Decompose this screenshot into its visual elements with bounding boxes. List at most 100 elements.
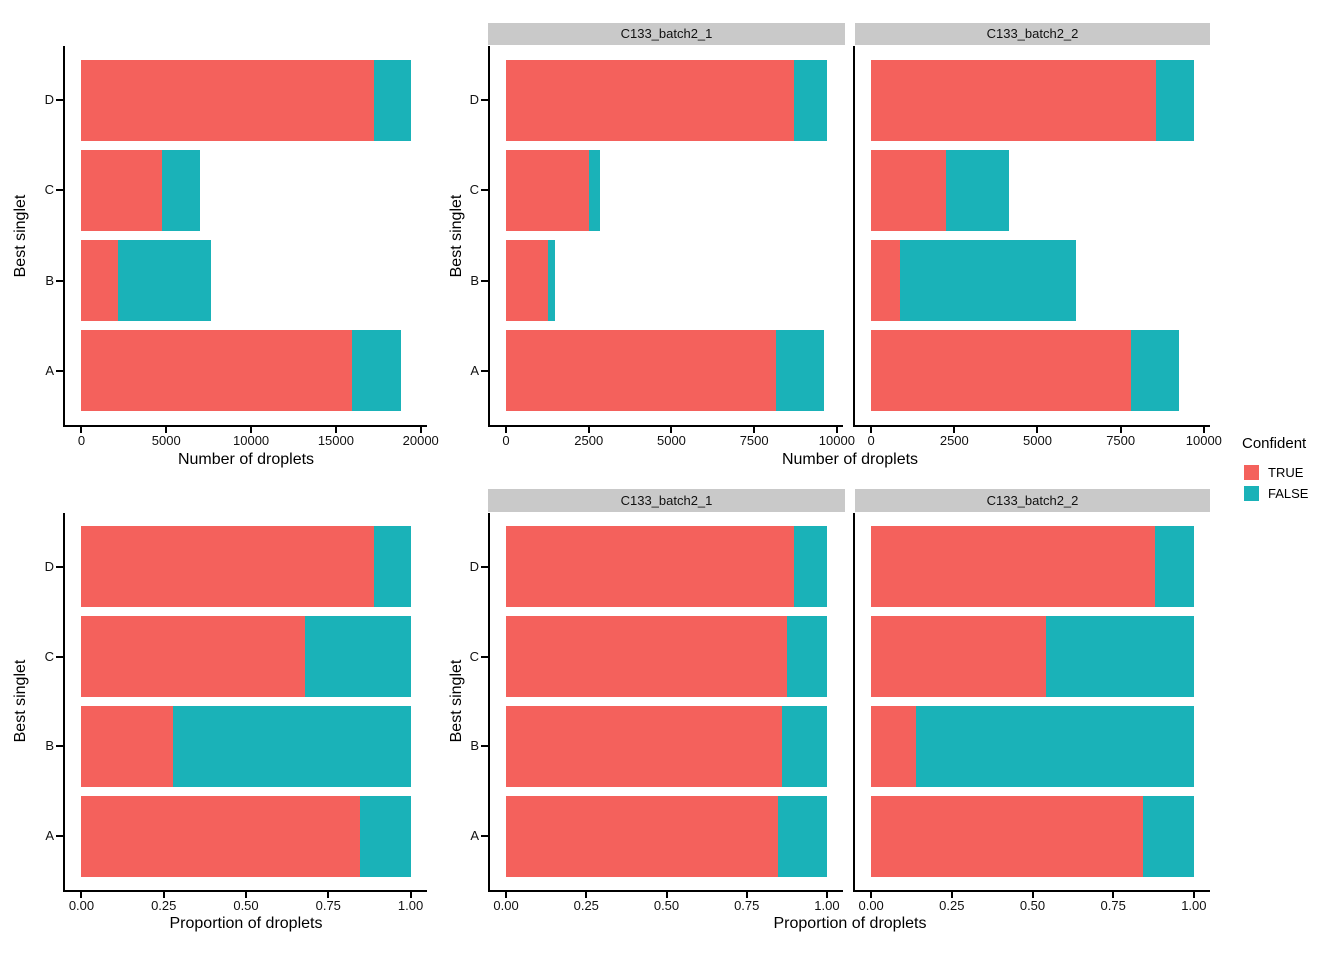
x-tick-mark [825, 892, 828, 898]
x-tick-mark [80, 427, 83, 433]
y-tick-label: A [45, 828, 54, 844]
y-axis-line [853, 46, 855, 427]
x-axis-title-bottom-left: Proportion of droplets [169, 915, 323, 932]
bar-segment-true-d [871, 59, 1156, 141]
x-axis-title-bottom-facet: Proportion of droplets [773, 915, 927, 932]
legend-title: Confident [1242, 435, 1307, 452]
x-tick-mark [505, 427, 508, 433]
x-axis-title-top-facet: Number of droplets [781, 451, 919, 468]
bar-segment-true-b [871, 240, 900, 322]
bar-segment-false-a [775, 330, 824, 412]
bar-segment-true-b [506, 705, 783, 787]
x-tick-label: 1.00 [814, 898, 840, 913]
x-tick-mark [165, 427, 168, 433]
y-axis-title-bottom-left: Best singlet [12, 659, 29, 743]
x-tick-label: 5000 [151, 433, 181, 448]
y-tick-mark [56, 835, 63, 838]
x-tick-label: 0 [867, 433, 875, 448]
x-tick-mark [1036, 427, 1039, 433]
bar-segment-true-a [506, 330, 776, 412]
bar-segment-false-d [374, 59, 411, 141]
y-tick-label: A [470, 362, 479, 378]
x-tick-label: 5000 [656, 433, 686, 448]
x-tick-label: 10000 [818, 433, 855, 448]
x-tick-label: 0 [77, 433, 86, 448]
panel-counts-batch1: 0 2500 5000 7500 10000 D C B A [470, 46, 855, 448]
facet-strip-bottom-right: C133_batch2_2 [855, 489, 1210, 512]
x-tick-label: 10000 [233, 433, 270, 448]
x-tick-mark [585, 892, 588, 898]
legend-swatch-false-icon [1244, 486, 1259, 501]
x-tick-label: 0.50 [653, 898, 680, 913]
x-tick-mark [953, 427, 956, 433]
y-tick-label: B [45, 272, 54, 288]
x-tick-mark [419, 427, 422, 433]
bar-segment-false-d [793, 59, 827, 141]
panel-counts-all: 0 5000 10000 15000 20000 D C B A [45, 46, 439, 448]
bar-segment-false-d [793, 526, 827, 608]
bar-segment-true-d [506, 59, 794, 141]
y-tick-mark [481, 369, 488, 372]
x-tick-mark [835, 427, 838, 433]
x-axis-line [853, 425, 1210, 427]
y-tick-mark [481, 279, 488, 282]
bar-segment-true-c [506, 616, 788, 697]
y-tick-label: B [470, 272, 479, 288]
x-axis-title-top-left: Number of droplets [177, 451, 315, 468]
y-tick-label: D [469, 92, 479, 108]
y-tick-label: C [44, 648, 54, 664]
y-axis-title-bottom-facet: Best singlet [448, 659, 465, 743]
y-tick-mark [481, 835, 488, 838]
x-tick-mark [80, 892, 83, 898]
panel-counts-batch2: 0 2500 5000 7500 10000 [853, 46, 1222, 448]
bar-segment-false-b [916, 705, 1194, 787]
y-tick-label: B [470, 738, 479, 754]
bar-segment-false-a [359, 795, 411, 877]
legend-item-false: FALSE [1240, 486, 1344, 501]
y-tick-label: A [45, 362, 54, 378]
y-tick-mark [56, 655, 63, 658]
x-tick-mark [1031, 892, 1034, 898]
x-tick-label: 0.75 [315, 898, 341, 913]
x-tick-label: 20000 [402, 433, 439, 448]
x-tick-label: 1.00 [1181, 898, 1207, 913]
x-tick-mark [334, 427, 337, 433]
facet-strip-top-right: C133_batch2_2 [855, 23, 1210, 45]
y-axis-line [853, 513, 855, 892]
bar-segment-true-b [871, 705, 917, 787]
x-tick-label: 0 [502, 433, 510, 448]
x-tick-label: 0.50 [1019, 898, 1046, 913]
x-tick-label: 2500 [574, 433, 604, 448]
bar-segment-false-b [173, 705, 411, 787]
bar-segment-false-c [162, 149, 201, 231]
x-tick-mark [870, 427, 873, 433]
bar-segment-false-c [304, 616, 411, 697]
y-tick-mark [56, 189, 63, 192]
bar-segment-true-b [81, 240, 118, 322]
x-tick-label: 15000 [317, 433, 354, 448]
facet-strip-top-middle: C133_batch2_1 [488, 23, 845, 45]
bar-segment-true-d [506, 526, 794, 608]
bar-segment-false-b [782, 705, 827, 787]
y-tick-mark [481, 745, 488, 748]
y-tick-mark [481, 99, 488, 102]
x-axis-line [63, 425, 427, 427]
x-tick-label: 1.00 [397, 898, 424, 913]
x-tick-label: 0.75 [1100, 898, 1126, 913]
y-axis-title-top-left: Best singlet [12, 194, 29, 278]
x-tick-label: 5000 [1023, 433, 1052, 448]
y-tick-mark [481, 565, 488, 568]
x-tick-label: 0.25 [573, 898, 599, 913]
bar-segment-true-d [81, 526, 374, 608]
bar-segment-false-c [1046, 616, 1194, 697]
bar-segment-true-c [81, 149, 163, 231]
x-tick-mark [327, 892, 330, 898]
bar-segment-false-a [1130, 330, 1179, 412]
x-tick-mark [753, 427, 756, 433]
bar-segment-false-d [1155, 59, 1194, 141]
x-tick-label: 2500 [939, 433, 969, 448]
y-tick-label: D [469, 558, 479, 574]
y-tick-mark [56, 369, 63, 372]
x-tick-mark [1119, 427, 1122, 433]
bar-segment-true-a [81, 330, 353, 412]
